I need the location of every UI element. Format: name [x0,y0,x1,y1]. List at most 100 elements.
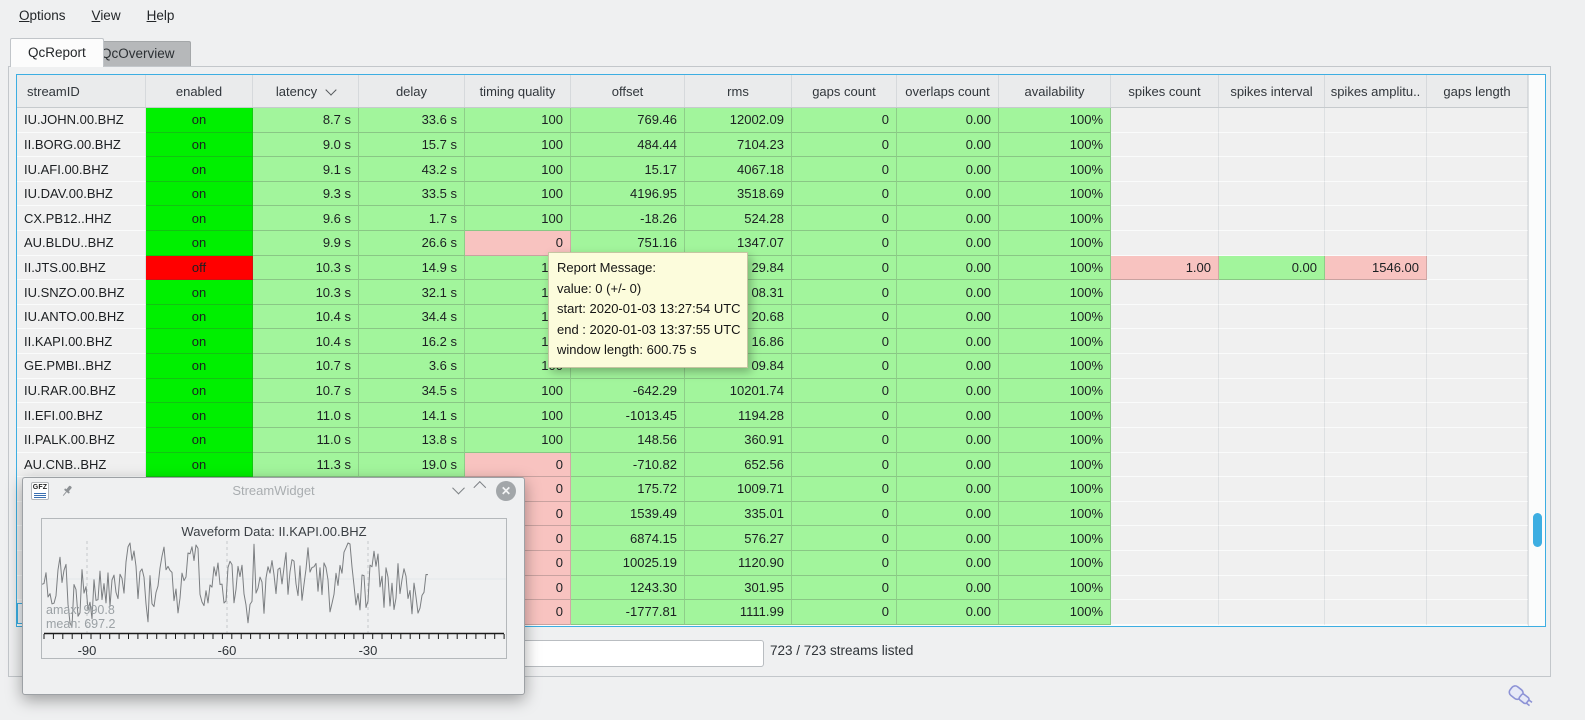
table-cell[interactable] [1219,280,1325,305]
table-cell[interactable]: 0.00 [897,526,999,551]
column-header-latency[interactable]: latency [253,75,359,107]
table-cell[interactable]: 0 [792,550,897,576]
table-cell[interactable]: 484.44 [571,132,685,158]
table-cell[interactable]: 0.00 [897,378,999,404]
table-cell[interactable]: IU.AFI.00.BHZ [17,157,146,182]
table-cell[interactable] [1325,231,1427,256]
table-cell[interactable]: 524.28 [685,206,792,232]
table-cell[interactable]: 32.1 s [359,280,465,305]
column-header-gaps-count[interactable]: gaps count [792,75,897,107]
table-cell[interactable]: 100% [999,550,1111,576]
table-cell[interactable] [1427,329,1528,355]
table-cell[interactable]: 0 [792,403,897,428]
table-cell[interactable] [1427,108,1528,133]
table-row[interactable]: II.PALK.00.BHZ on 11.0 s 13.8 s 100 148.56 360… [17,427,1545,453]
table-cell[interactable]: 0.00 [897,231,999,256]
table-cell[interactable] [1325,477,1427,502]
table-cell[interactable] [1219,575,1325,601]
table-cell[interactable]: 652.56 [685,452,792,478]
table-cell[interactable]: 100% [999,575,1111,601]
table-cell[interactable]: 0 [792,304,897,330]
column-header-gaps-length[interactable]: gaps length [1427,75,1528,107]
column-header-streamid[interactable]: streamID [17,75,146,107]
table-cell[interactable]: 0 [792,157,897,182]
table-cell[interactable]: 1347.07 [685,231,792,256]
table-cell[interactable]: 360.91 [685,427,792,453]
column-header-enabled[interactable]: enabled [146,75,253,107]
table-cell[interactable] [1427,378,1528,404]
table-cell[interactable]: AU.CNB..BHZ [17,452,146,478]
table-cell[interactable]: -642.29 [571,378,685,404]
table-row[interactable]: IU.RAR.00.BHZ on 10.7 s 34.5 s 100 -642.29 102… [17,378,1545,404]
table-cell[interactable]: 15.17 [571,157,685,182]
table-cell[interactable]: 0.00 [897,255,999,281]
table-cell[interactable]: 0 [792,501,897,527]
table-cell[interactable]: 0 [792,526,897,551]
table-cell[interactable] [1111,477,1219,502]
table-cell[interactable] [1219,304,1325,330]
table-cell[interactable] [1427,206,1528,232]
table-cell[interactable]: 34.4 s [359,304,465,330]
table-cell[interactable]: 1243.30 [571,575,685,601]
table-cell[interactable]: GE.PMBI..BHZ [17,354,146,379]
table-cell[interactable] [1111,403,1219,428]
table-cell[interactable]: 1.7 s [359,206,465,232]
table-cell[interactable] [1111,575,1219,601]
table-cell[interactable]: 100% [999,231,1111,256]
table-cell[interactable] [1111,452,1219,478]
table-cell[interactable]: 0.00 [897,427,999,453]
column-header-delay[interactable]: delay [359,75,465,107]
table-cell[interactable]: on [146,231,253,256]
table-cell[interactable]: off [146,255,253,281]
table-row[interactable]: IU.AFI.00.BHZ on 9.1 s 43.2 s 100 15.17 4067.1… [17,157,1545,182]
table-cell[interactable]: II.PALK.00.BHZ [17,427,146,453]
table-cell[interactable]: 9.0 s [253,132,359,158]
table-cell[interactable]: 100% [999,181,1111,207]
vertical-scrollbar[interactable] [1528,75,1545,626]
table-cell[interactable] [1219,403,1325,428]
table-cell[interactable]: IU.DAV.00.BHZ [17,181,146,207]
table-cell[interactable] [1111,108,1219,133]
table-cell[interactable]: 1120.90 [685,550,792,576]
table-cell[interactable]: 100% [999,206,1111,232]
table-cell[interactable] [1427,403,1528,428]
table-cell[interactable] [1111,231,1219,256]
table-cell[interactable]: 6874.15 [571,526,685,551]
table-cell[interactable]: on [146,304,253,330]
table-cell[interactable]: 0 [792,255,897,281]
table-cell[interactable]: 11.0 s [253,403,359,428]
table-cell[interactable]: 13.8 s [359,427,465,453]
table-row[interactable]: AU.BLDU..BHZ on 9.9 s 26.6 s 0 751.16 1347.07 0… [17,231,1545,256]
table-cell[interactable]: 175.72 [571,477,685,502]
table-cell[interactable]: 0.00 [897,108,999,133]
table-cell[interactable]: 0.00 [897,329,999,355]
table-cell[interactable] [1219,206,1325,232]
table-cell[interactable] [1111,378,1219,404]
table-cell[interactable]: 100% [999,501,1111,527]
table-cell[interactable]: 14.1 s [359,403,465,428]
table-cell[interactable]: on [146,206,253,232]
table-cell[interactable]: 100% [999,452,1111,478]
table-cell[interactable]: 100% [999,427,1111,453]
table-cell[interactable]: 576.27 [685,526,792,551]
table-cell[interactable]: IU.JOHN.00.BHZ [17,108,146,133]
table-cell[interactable]: 0 [792,329,897,355]
table-cell[interactable] [1111,132,1219,158]
tab-qcreport[interactable]: QcReport [10,38,104,67]
table-cell[interactable] [1427,600,1528,625]
table-cell[interactable]: 100 [465,206,571,232]
table-cell[interactable]: 100% [999,157,1111,182]
table-cell[interactable]: 0.00 [897,304,999,330]
table-cell[interactable]: 0 [792,132,897,158]
table-cell[interactable]: 0.00 [897,206,999,232]
table-row[interactable]: II.BORG.00.BHZ on 9.0 s 15.7 s 100 484.44 7104… [17,132,1545,158]
table-cell[interactable]: 769.46 [571,108,685,133]
table-cell[interactable] [1427,304,1528,330]
table-cell[interactable] [1325,550,1427,576]
table-cell[interactable]: on [146,329,253,355]
table-cell[interactable] [1325,157,1427,182]
table-cell[interactable]: 0.00 [897,501,999,527]
